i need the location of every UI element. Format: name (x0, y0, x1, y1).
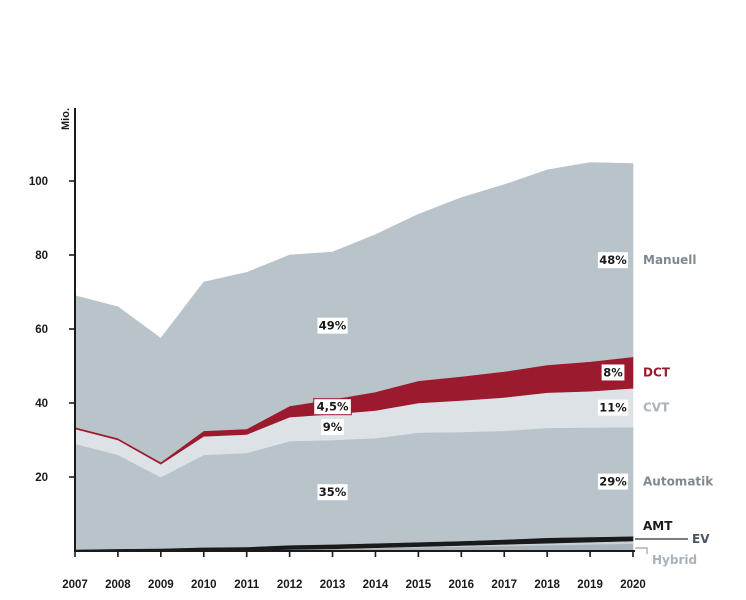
y-tick-label-80: 80 (35, 250, 48, 262)
x-tick-label-2018: 2018 (534, 579, 560, 591)
series-label-ev: EV (692, 532, 710, 546)
series-label-hybrid: Hybrid (652, 553, 697, 567)
pct-label-automatik-2013: 35% (319, 485, 347, 499)
pct-label-cvt-2020: 11% (599, 401, 627, 415)
pct-label-automatik-2020: 29% (599, 475, 627, 489)
y-tick-label-20: 20 (35, 472, 48, 484)
pct-label-manuell-2013: 49% (319, 319, 347, 333)
x-tick-label-2011: 2011 (234, 579, 260, 591)
x-tick-label-2008: 2008 (105, 579, 131, 591)
series-label-dct: DCT (643, 365, 671, 379)
series-labels: Manuell DCT CVT Automatik AMT EV Hybrid (635, 253, 714, 567)
pct-box-dct-2013 (313, 398, 352, 416)
series-label-manuell: Manuell (643, 253, 697, 267)
pct-box-cvt-2013 (321, 419, 344, 436)
y-tick-label-100: 100 (29, 176, 48, 188)
y-ticks: 20 40 60 80 100 (29, 176, 75, 484)
x-tick-label-2010: 2010 (191, 579, 217, 591)
x-tick-label-2014: 2014 (363, 579, 389, 591)
hybrid-leader-line (635, 547, 648, 554)
y-tick-label-40: 40 (35, 398, 48, 410)
pct-box-manuell-2020 (597, 252, 629, 269)
area-layers (74, 162, 634, 552)
x-tick-label-2016: 2016 (449, 579, 475, 591)
percentage-annotations: 49% 4,5% 9% 35% 48% 8% 11% 29% (313, 252, 629, 501)
axes: Mio. (60, 108, 635, 552)
x-tick-label-2015: 2015 (406, 579, 432, 591)
x-tick-label-2017: 2017 (491, 579, 517, 591)
x-tick-label-2012: 2012 (277, 579, 303, 591)
series-label-amt: AMT (643, 519, 673, 533)
x-tick-label-2007: 2007 (62, 579, 88, 591)
pct-label-manuell-2020: 48% (599, 253, 627, 267)
area-manuell (74, 162, 634, 463)
pct-box-automatik-2020 (597, 473, 629, 490)
y-tick-label-60: 60 (35, 324, 48, 336)
x-ticks: 2007 2008 2009 2010 2011 2012 2013 2014 2015 2016… (62, 551, 646, 591)
pct-box-automatik-2013 (317, 484, 348, 501)
x-tick-label-2020: 2020 (620, 579, 646, 591)
pct-box-cvt-2020 (597, 399, 629, 416)
x-tick-label-2013: 2013 (320, 579, 346, 591)
series-label-automatik: Automatik (643, 475, 714, 489)
x-tick-label-2009: 2009 (148, 579, 174, 591)
pct-label-dct-2013: 4,5% (317, 400, 349, 414)
y-axis-unit-label: Mio. (60, 108, 72, 130)
series-label-cvt: CVT (643, 401, 670, 415)
pct-label-dct-2020: 8% (603, 365, 623, 379)
pct-label-cvt-2013: 9% (323, 420, 343, 434)
x-tick-label-2019: 2019 (577, 579, 603, 591)
pct-box-manuell-2013 (317, 317, 348, 334)
pct-box-dct-2020 (601, 364, 625, 381)
